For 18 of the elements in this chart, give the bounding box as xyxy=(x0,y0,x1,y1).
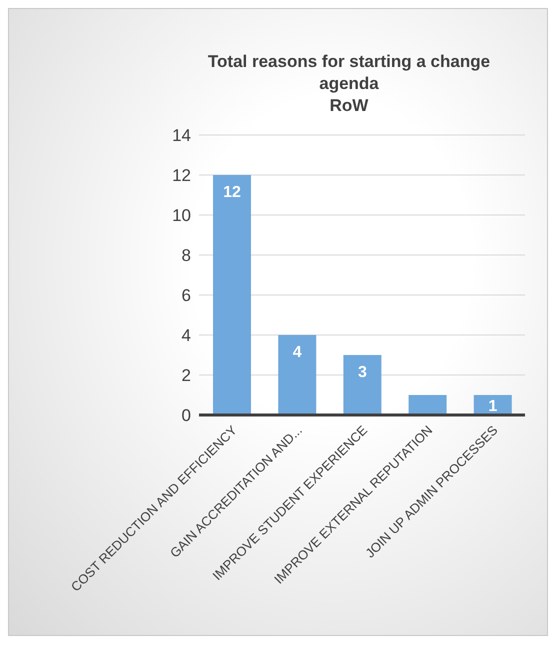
data-label: 1 xyxy=(488,398,498,415)
bar xyxy=(343,355,382,415)
bar xyxy=(213,175,251,415)
y-tick-label: 12 xyxy=(172,166,191,186)
bar xyxy=(408,395,447,415)
data-label: 3 xyxy=(358,364,367,381)
chart-title: Total reasons for starting a change agenda xyxy=(206,51,492,95)
y-tick-label: 4 xyxy=(182,326,191,346)
data-label: 4 xyxy=(292,344,302,361)
y-tick-label: 0 xyxy=(182,406,191,426)
data-label: 12 xyxy=(223,184,241,201)
y-tick-label: 2 xyxy=(182,366,191,386)
bar xyxy=(278,335,316,415)
y-tick-label: 10 xyxy=(172,206,191,226)
y-tick-label: 8 xyxy=(182,246,191,266)
chart-subtitle: RoW xyxy=(328,95,370,117)
y-tick-label: 14 xyxy=(172,126,191,146)
y-tick-label: 6 xyxy=(182,286,191,306)
